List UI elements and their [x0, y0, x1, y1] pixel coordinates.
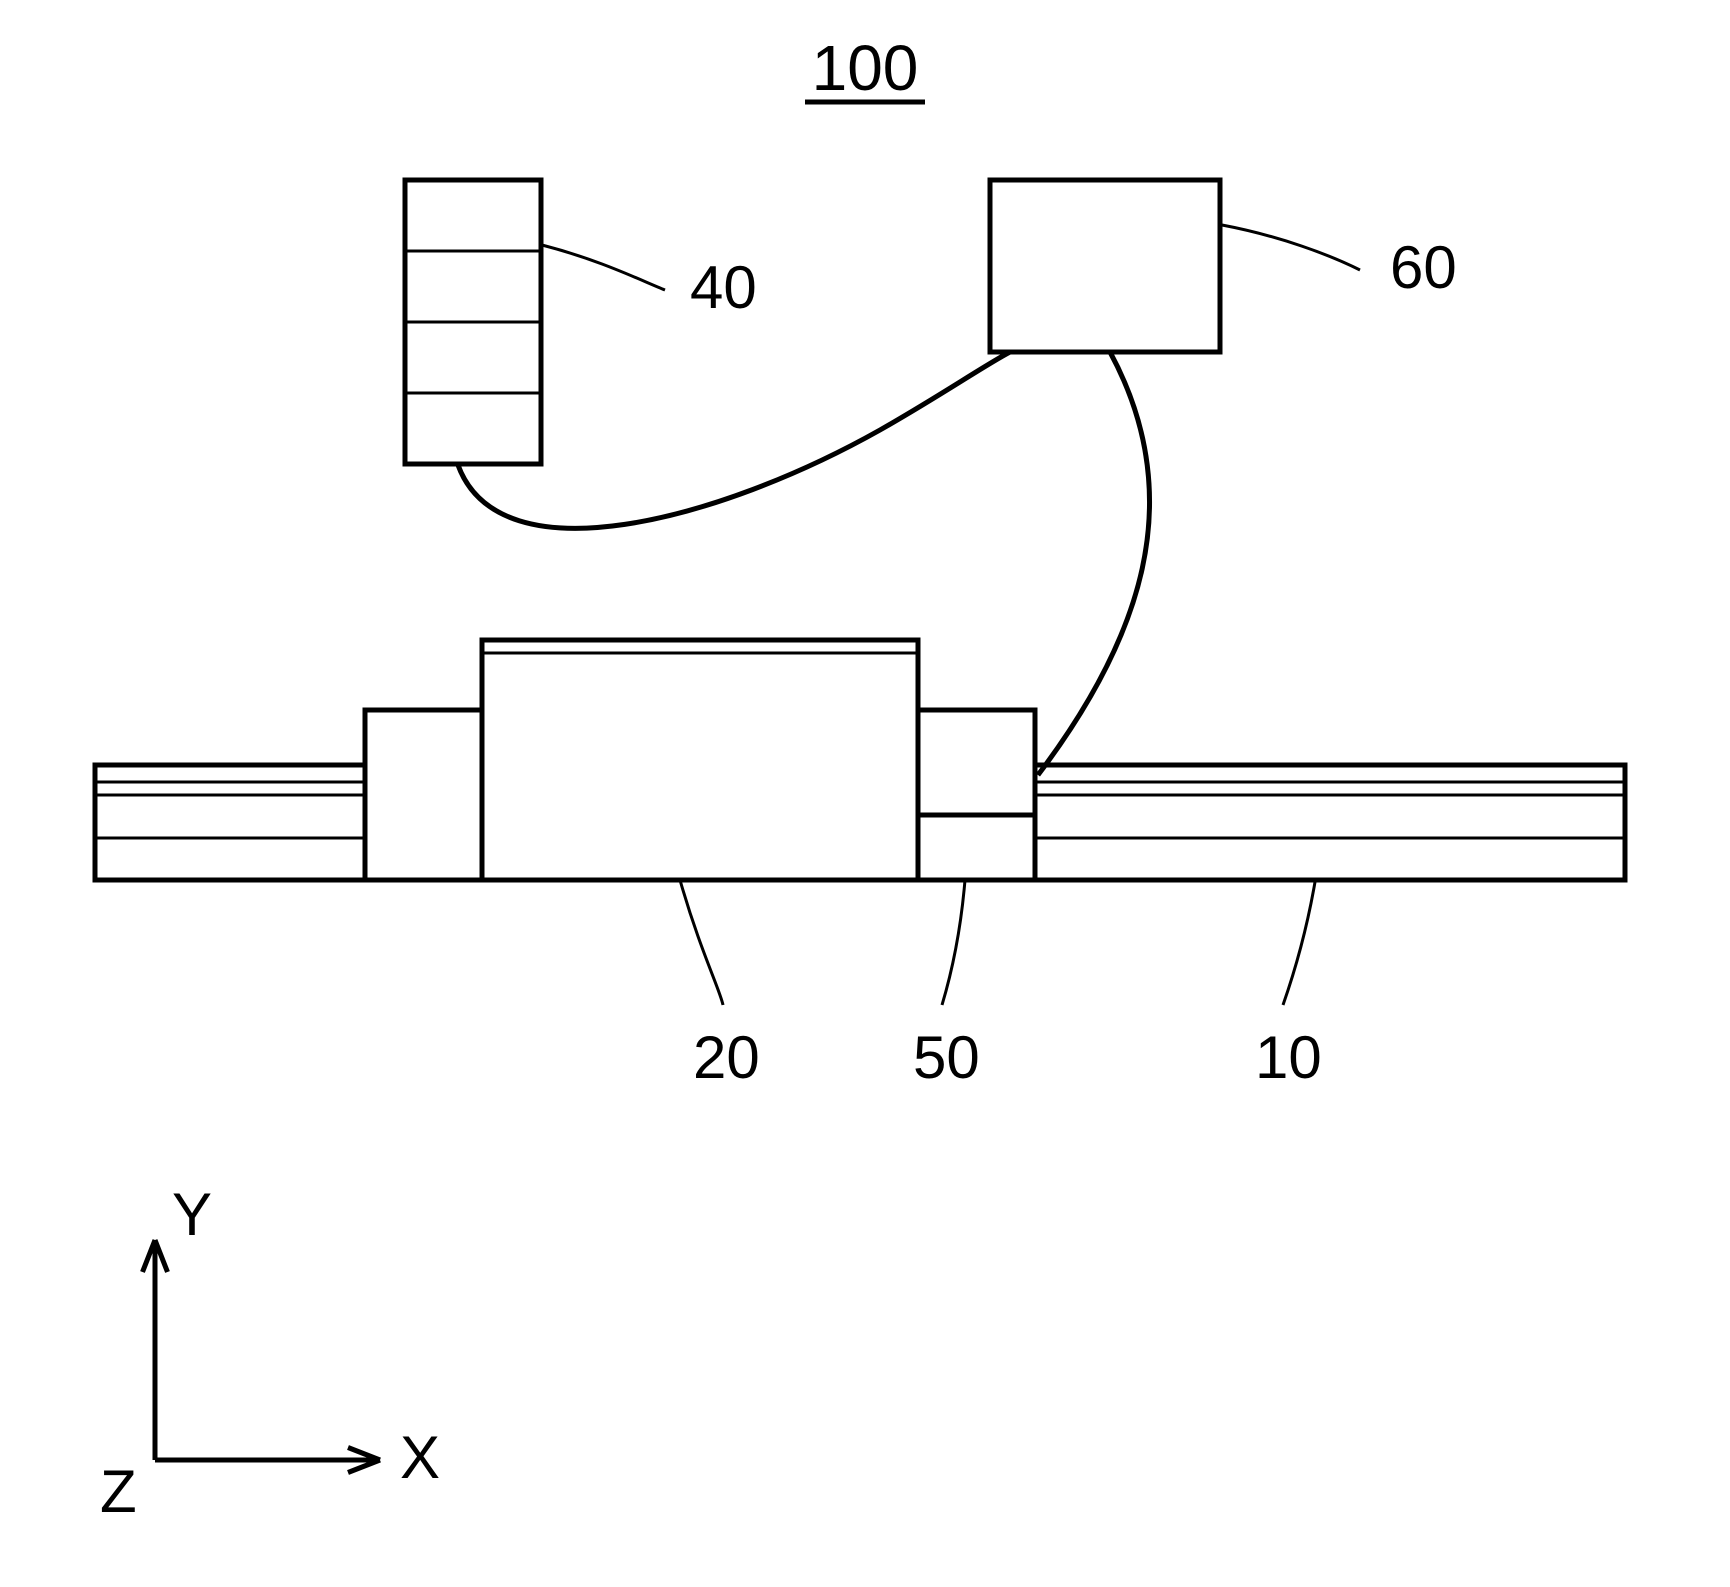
stack-40: [405, 180, 541, 464]
ref-label-20: 20: [693, 1024, 760, 1091]
mechanical-diagram: 100 40 60 20 50 10 X Y Z: [0, 0, 1730, 1587]
ref-label-10: 10: [1255, 1024, 1322, 1091]
axis-label-y: Y: [172, 1181, 212, 1248]
coordinate-axes-icon: X Y Z: [100, 1181, 440, 1525]
ref-label-50: 50: [913, 1024, 980, 1091]
cable-60-to-50: [1038, 352, 1150, 775]
figure-ref-label: 100: [812, 32, 919, 104]
axis-label-z: Z: [100, 1458, 137, 1525]
block-20: [482, 640, 918, 880]
box-60: [990, 180, 1220, 352]
ref-label-40: 40: [690, 254, 757, 321]
axis-label-x: X: [400, 1424, 440, 1491]
ref-label-60: 60: [1390, 234, 1457, 301]
